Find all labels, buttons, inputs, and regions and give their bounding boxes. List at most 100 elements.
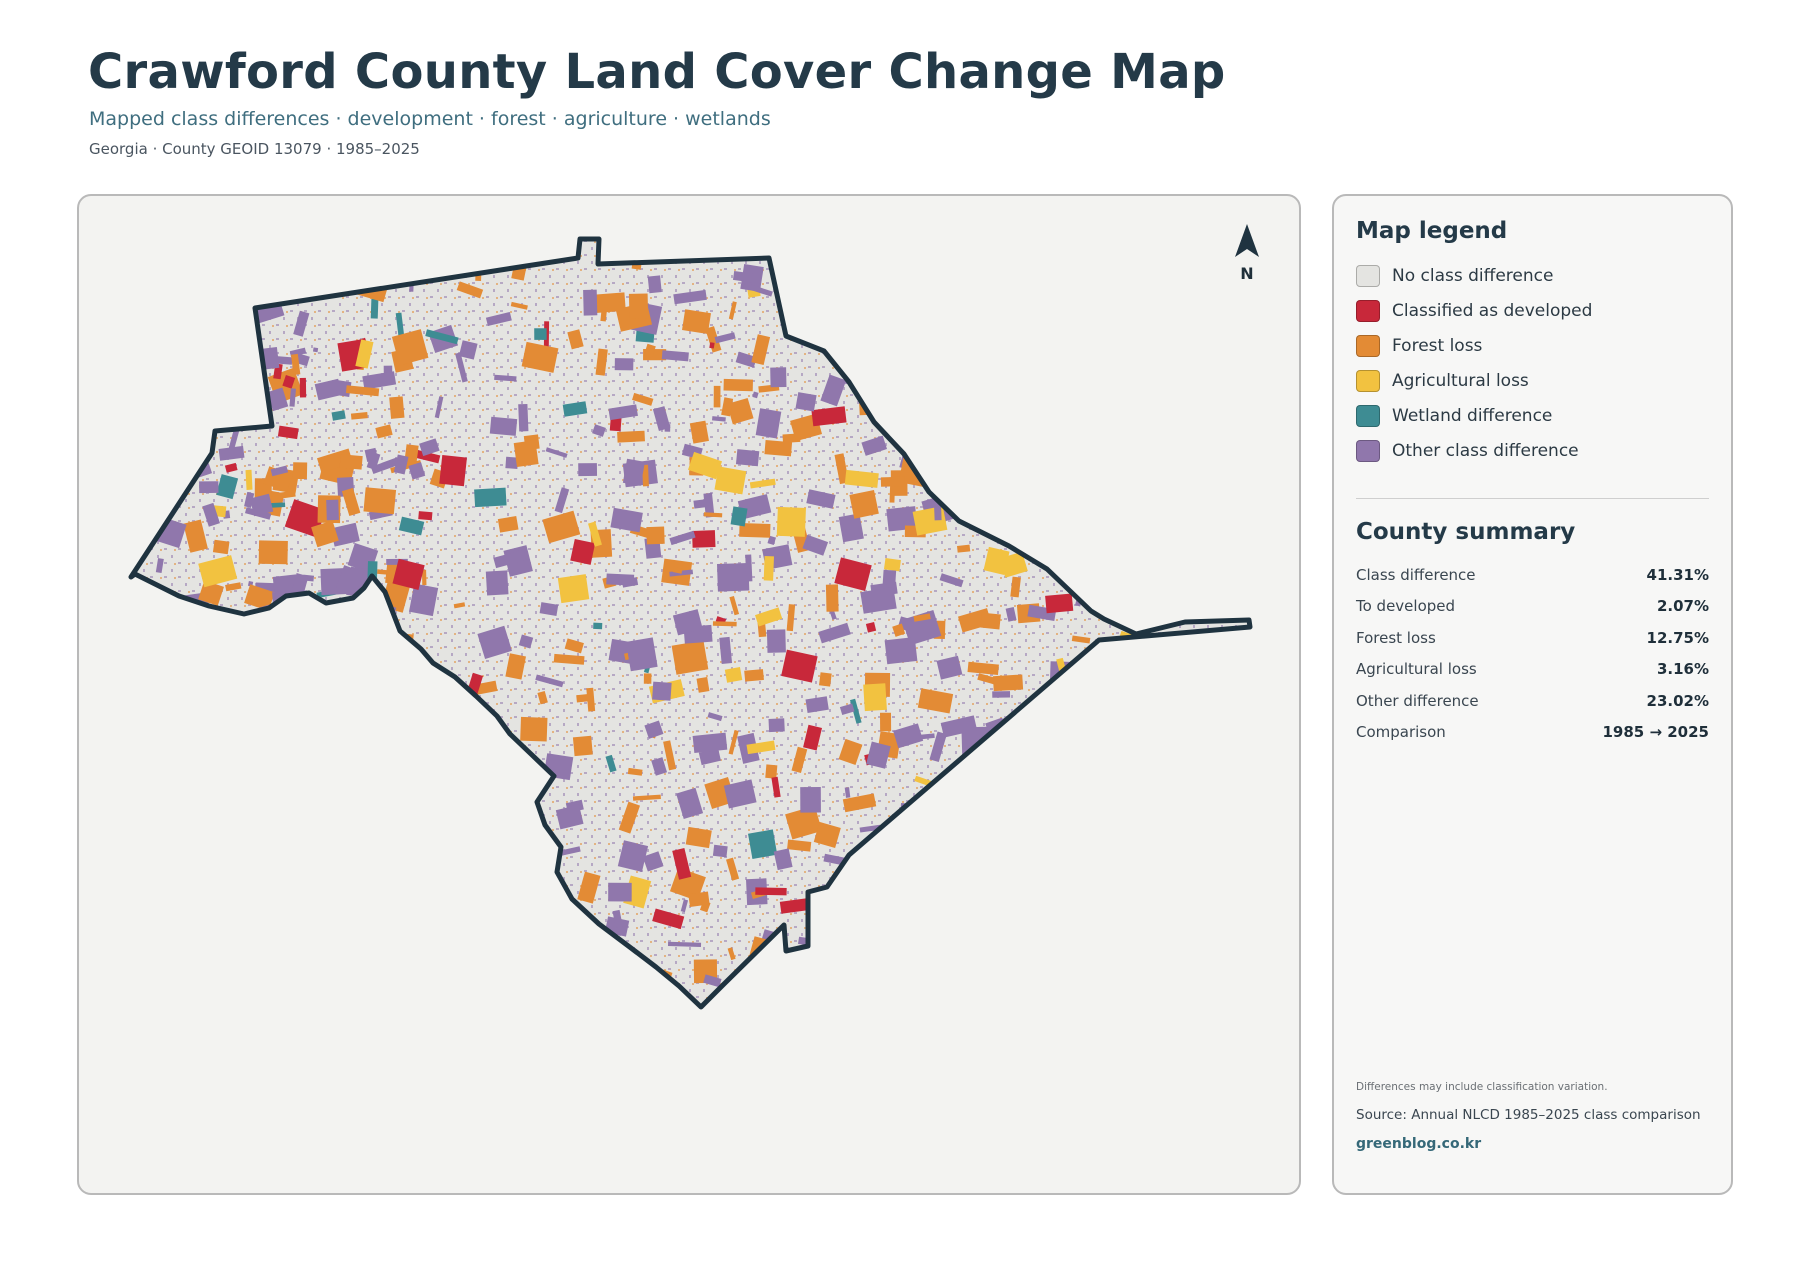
land-cover-patch <box>951 391 987 416</box>
land-cover-patch <box>707 712 723 722</box>
land-cover-patch <box>218 445 245 461</box>
land-cover-patch <box>216 474 239 500</box>
land-cover-patch <box>988 945 1007 969</box>
land-cover-patch <box>235 248 248 274</box>
land-cover-patch <box>785 805 823 840</box>
land-cover-patch <box>542 510 581 544</box>
land-cover-patch <box>923 279 938 305</box>
land-cover-patch <box>497 515 519 533</box>
land-cover-patch <box>821 984 852 1000</box>
map-panel[interactable]: N <box>77 194 1301 1195</box>
land-cover-patch <box>1036 825 1061 835</box>
source-note: Source: Annual NLCD 1985–2025 class comp… <box>1356 1107 1701 1123</box>
legend-item: Wetland difference <box>1356 398 1709 433</box>
land-cover-patch <box>375 893 383 924</box>
land-cover-patch <box>717 562 750 592</box>
land-cover-patch <box>300 682 313 697</box>
land-cover-patch <box>926 320 956 341</box>
land-cover-patch <box>642 464 649 487</box>
land-cover-patch <box>1145 305 1159 313</box>
land-cover-patch <box>1127 489 1149 510</box>
land-cover-patch <box>802 534 829 556</box>
land-cover-patch <box>243 275 268 300</box>
land-cover-patch <box>503 885 533 908</box>
land-cover-patch <box>136 672 153 701</box>
land-cover-patch <box>954 448 984 482</box>
land-cover-patch <box>981 937 1017 955</box>
land-cover-patch <box>983 546 1010 575</box>
land-cover-patch <box>1036 925 1066 949</box>
land-cover-patch <box>364 447 379 462</box>
legend-item: Forest loss <box>1356 328 1709 363</box>
land-cover-patch <box>131 825 155 854</box>
land-cover-patch <box>672 609 703 636</box>
land-cover-patch <box>1000 375 1015 391</box>
summary-label: Forest loss <box>1356 628 1436 647</box>
land-cover-patch <box>301 685 335 715</box>
land-cover-patch <box>147 291 161 321</box>
land-cover-patch <box>732 271 762 284</box>
land-cover-patch <box>469 882 476 906</box>
land-cover-patch <box>671 640 709 675</box>
land-cover-patch <box>625 637 658 672</box>
land-cover-patch <box>1012 889 1041 911</box>
land-cover-patch <box>190 916 218 946</box>
land-cover-patch <box>283 688 304 708</box>
land-cover-patch <box>218 243 234 256</box>
land-cover-patch <box>1045 379 1066 395</box>
land-cover-patch <box>215 289 226 302</box>
land-cover-patch <box>1115 866 1144 879</box>
legend-swatch <box>1356 299 1380 322</box>
land-cover-patch <box>860 246 892 258</box>
land-cover-patch <box>222 806 244 838</box>
land-cover-patch <box>725 988 758 1007</box>
land-cover-patch <box>1076 541 1105 550</box>
land-cover-patch <box>425 329 459 345</box>
legend-label: Agricultural loss <box>1392 370 1529 391</box>
land-cover-patch <box>1100 275 1125 290</box>
land-cover-patch <box>1059 993 1086 1006</box>
site-link[interactable]: greenblog.co.kr <box>1356 1136 1482 1152</box>
land-cover-patch <box>279 792 307 823</box>
land-cover-patch <box>693 498 711 509</box>
land-cover-patch <box>258 540 288 565</box>
land-cover-patch <box>1045 593 1074 614</box>
land-cover-patch <box>1166 817 1198 841</box>
land-cover-patch <box>617 430 645 443</box>
land-cover-patch <box>805 696 829 713</box>
land-cover-patch <box>712 844 728 858</box>
land-cover-patch <box>839 934 873 960</box>
land-cover-patch <box>260 910 289 942</box>
land-cover-patch <box>505 653 526 680</box>
county-map[interactable] <box>79 196 1301 1195</box>
land-cover-patch <box>906 394 927 405</box>
summary-row: Comparison 1985 → 2025 <box>1356 717 1709 749</box>
land-cover-patch <box>557 574 590 604</box>
land-cover-patch <box>447 987 476 1007</box>
land-cover-patch <box>1043 263 1070 297</box>
land-cover-patch <box>1162 744 1187 769</box>
land-cover-patch <box>723 378 753 392</box>
land-cover-patch <box>149 499 161 519</box>
land-cover-patch <box>1172 254 1205 278</box>
land-cover-patch <box>485 570 509 596</box>
land-cover-patch <box>608 990 641 1007</box>
land-cover-patch <box>896 952 923 972</box>
legend-item: Agricultural loss <box>1356 363 1709 398</box>
land-cover-patch <box>199 323 220 344</box>
land-cover-patch <box>274 822 290 831</box>
land-cover-patch <box>1074 312 1093 328</box>
land-cover-patch <box>307 941 336 964</box>
land-cover-patch <box>455 352 468 383</box>
land-cover-patch <box>791 746 808 773</box>
land-cover-patch <box>995 272 1010 283</box>
land-cover-patch <box>1154 955 1165 964</box>
land-cover-patch <box>521 341 559 373</box>
land-cover-patch <box>751 334 771 366</box>
legend-item: Classified as developed <box>1356 293 1709 328</box>
land-cover-patch <box>495 904 513 909</box>
land-cover-patch <box>1016 260 1027 290</box>
land-cover-patch <box>567 329 584 350</box>
land-cover-patch <box>327 784 360 813</box>
land-cover-patch <box>136 908 170 920</box>
